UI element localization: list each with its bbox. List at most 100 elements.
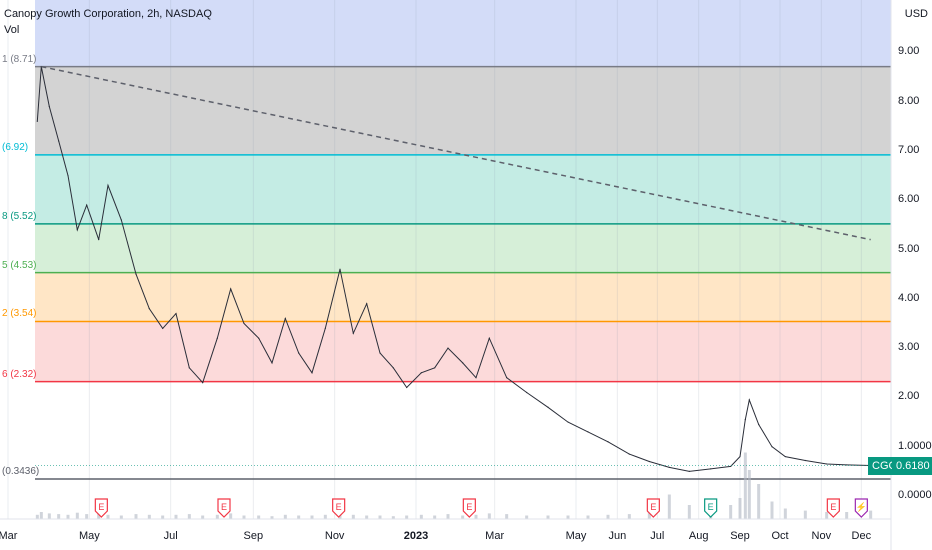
price-point — [86, 204, 88, 206]
time-tick-label: 2023 — [403, 530, 429, 542]
price-point — [744, 418, 746, 421]
volume-bar — [446, 514, 450, 519]
price-point — [547, 406, 549, 408]
volume-indicator-label[interactable]: Vol — [4, 24, 20, 36]
price-tick-label: 4.00 — [898, 291, 920, 304]
price-point — [587, 431, 589, 433]
price-point — [846, 464, 848, 466]
volume-bar — [743, 452, 747, 519]
marker-shape — [704, 498, 718, 518]
price-point — [739, 455, 741, 458]
volume-bar — [566, 515, 570, 519]
price-point — [475, 377, 477, 379]
marker-shape — [217, 498, 231, 518]
volume-bar — [35, 514, 39, 519]
fib-level-label: 2 (3.54) — [2, 308, 37, 320]
volume-bar — [586, 515, 590, 519]
marker-shape — [332, 498, 346, 518]
time-tick-label: Nov — [324, 530, 345, 542]
volume-bar — [39, 512, 43, 519]
time-tick-label: May — [78, 530, 100, 542]
time-tick-label: Aug — [688, 530, 709, 542]
volume-bar — [57, 514, 61, 519]
time-tick-label: Sep — [243, 530, 264, 542]
price-point — [311, 372, 313, 374]
fib-level-label: 5 (4.53) — [2, 259, 37, 271]
earnings-event-marker: E — [332, 498, 346, 518]
volume-bar — [297, 515, 301, 519]
volume-bar — [757, 484, 761, 519]
price-point — [258, 337, 260, 339]
time-tick-label: Nov — [811, 530, 832, 542]
fib-level-label: 6 (2.32) — [2, 368, 37, 380]
fib-zone — [35, 223, 891, 273]
volume-bar — [845, 512, 849, 519]
price-point — [284, 317, 286, 320]
earnings-event-marker: E — [217, 498, 231, 518]
volume-bar — [229, 513, 233, 519]
price-tick-label: 7.00 — [898, 143, 920, 156]
time-tick-label: Dec — [851, 530, 872, 542]
plot-bottom-bg — [0, 479, 891, 519]
volume-bar — [47, 513, 51, 519]
fib-zone-top — [35, 0, 891, 67]
time-tick-label: Sep — [730, 530, 750, 542]
price-point — [48, 105, 50, 108]
volume-bar — [270, 516, 274, 519]
volume-bar — [405, 515, 409, 519]
fib-zone — [35, 272, 891, 322]
price-point — [628, 453, 630, 455]
chart-title[interactable]: Canopy Growth Corporation, 2h, NASDAQ — [4, 8, 212, 20]
price-point — [324, 327, 326, 329]
price-point — [352, 332, 354, 334]
volume-bar — [747, 470, 751, 519]
marker-label: E — [336, 502, 342, 512]
volume-bar — [242, 515, 246, 519]
time-tick-label: Mar — [485, 530, 505, 542]
fib-level-label: 1 (8.71) — [2, 53, 37, 65]
earnings-event-marker: E — [94, 498, 108, 518]
price-point — [434, 367, 436, 369]
price-point — [462, 362, 464, 364]
time-tick-label: Mar — [0, 530, 18, 542]
volume-bar — [283, 514, 287, 519]
fib-zone — [35, 154, 891, 224]
earnings-event-marker: ⚡ — [854, 498, 868, 518]
volume-bar — [365, 515, 369, 519]
earnings-event-marker: E — [646, 498, 660, 518]
volume-bar — [134, 514, 138, 519]
volume-bar — [461, 515, 465, 519]
price-point — [526, 391, 528, 394]
price-point — [758, 423, 760, 426]
time-tick-label: Jul — [163, 530, 178, 542]
currency-label: USD — [904, 8, 928, 20]
price-point — [506, 377, 508, 379]
volume-bar — [803, 510, 807, 519]
volume-bar — [257, 515, 261, 519]
volume-bar — [419, 514, 423, 519]
last-price-tag: 0.6180 — [892, 456, 932, 475]
volume-bar — [869, 510, 873, 519]
volume-bar — [106, 514, 110, 519]
price-tick-label: 3.00 — [898, 341, 920, 354]
volume-bar — [433, 515, 437, 519]
volume-bar — [825, 512, 829, 519]
volume-bar — [606, 514, 610, 519]
volume-bar — [147, 514, 151, 519]
price-tick-label: 6.00 — [898, 193, 920, 206]
price-point — [784, 455, 786, 458]
time-tick-label: Oct — [771, 530, 789, 542]
price-point — [488, 337, 490, 339]
price-tick-label: 5.00 — [898, 242, 920, 255]
marker-shape — [826, 498, 840, 518]
price-tick-label: 8.00 — [898, 94, 920, 107]
price-point — [567, 421, 569, 423]
volume-bar — [201, 515, 205, 519]
time-tick-label: May — [565, 530, 587, 542]
price-point — [607, 441, 609, 443]
volume-bar — [119, 515, 123, 519]
price-point — [107, 184, 109, 187]
marker-shape — [94, 498, 108, 518]
volume-bar — [85, 514, 89, 519]
